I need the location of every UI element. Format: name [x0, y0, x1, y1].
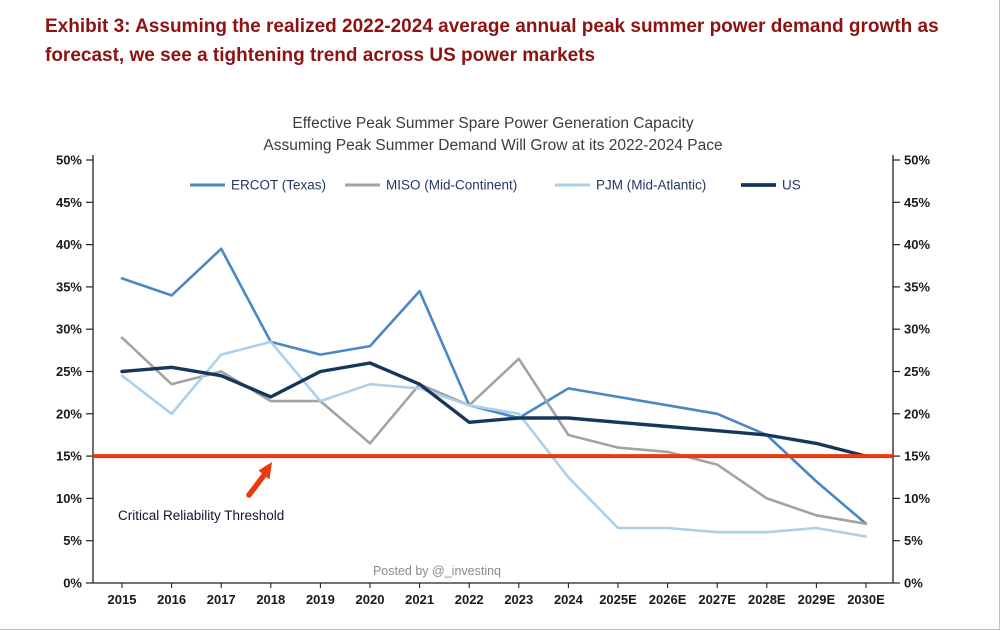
x-tick-label: 2018	[256, 592, 285, 607]
y-tick-label-right: 5%	[904, 533, 923, 548]
x-tick-label: 2024	[554, 592, 584, 607]
y-tick-label-right: 30%	[904, 322, 930, 337]
y-tick-label-left: 30%	[56, 322, 82, 337]
x-tick-label: 2017	[207, 592, 236, 607]
y-tick-label-left: 5%	[63, 533, 82, 548]
y-tick-label-left: 0%	[63, 576, 82, 591]
x-tick-label: 2015	[108, 592, 137, 607]
x-tick-label: 2030E	[847, 592, 885, 607]
legend-label-3: PJM (Mid-Atlantic)	[596, 178, 706, 193]
y-tick-label-right: 20%	[904, 406, 930, 421]
y-tick-label-left: 35%	[56, 279, 82, 294]
y-tick-label-right: 40%	[904, 237, 930, 252]
watermark: Posted by @_investinq	[373, 564, 501, 578]
series-line-ercot-texas	[120, 247, 868, 526]
y-tick-label-right: 45%	[904, 195, 930, 210]
x-tick-label: 2026E	[649, 592, 687, 607]
x-tick-label: 2025E	[599, 592, 637, 607]
y-tick-label-right: 15%	[904, 449, 930, 464]
y-tick-label-left: 40%	[56, 237, 82, 252]
y-tick-label-left: 25%	[56, 364, 82, 379]
x-tick-label: 2019	[306, 592, 335, 607]
legend-label-4: US	[782, 178, 801, 193]
y-tick-label-right: 35%	[904, 279, 930, 294]
x-tick-label: 2016	[157, 592, 186, 607]
threshold-label: Critical Reliability Threshold	[118, 508, 284, 523]
x-tick-label: 2029E	[798, 592, 836, 607]
exhibit-title-line1: Exhibit 3: Assuming the realized 2022-20…	[45, 16, 939, 37]
series-line-us	[120, 361, 868, 458]
x-tick-label: 2021	[405, 592, 434, 607]
threshold-arrow-shaft	[246, 471, 268, 498]
chart-title-line2: Assuming Peak Summer Demand Will Grow at…	[263, 137, 722, 154]
y-tick-label-left: 20%	[56, 406, 82, 421]
y-tick-label-left: 45%	[56, 195, 82, 210]
line-chart-svg: Effective Peak Summer Spare Power Genera…	[56, 115, 930, 607]
x-tick-label: 2022	[455, 592, 484, 607]
legend-label-2: MISO (Mid-Continent)	[386, 178, 517, 193]
legend-label-1: ERCOT (Texas)	[231, 178, 326, 193]
y-tick-label-left: 50%	[56, 153, 82, 168]
y-tick-label-right: 25%	[904, 364, 930, 379]
x-tick-label: 2020	[356, 592, 385, 607]
y-tick-label-right: 10%	[904, 491, 930, 506]
y-tick-label-right: 0%	[904, 576, 923, 591]
y-tick-label-right: 50%	[904, 153, 930, 168]
threshold-arrow-head	[258, 462, 272, 480]
exhibit-title: Exhibit 3: Assuming the realized 2022-20…	[45, 12, 965, 71]
x-tick-label: 2023	[504, 592, 533, 607]
series-line-pjm-mid-atlantic	[120, 340, 868, 538]
chart-title-line1: Effective Peak Summer Spare Power Genera…	[292, 115, 693, 132]
line-chart: Effective Peak Summer Spare Power Genera…	[25, 103, 970, 623]
y-tick-label-left: 10%	[56, 491, 82, 506]
exhibit-title-line2: forecast, we see a tightening trend acro…	[45, 45, 596, 67]
y-tick-label-left: 15%	[56, 449, 82, 464]
x-tick-label: 2028E	[748, 592, 786, 607]
x-tick-label: 2027E	[698, 592, 736, 607]
